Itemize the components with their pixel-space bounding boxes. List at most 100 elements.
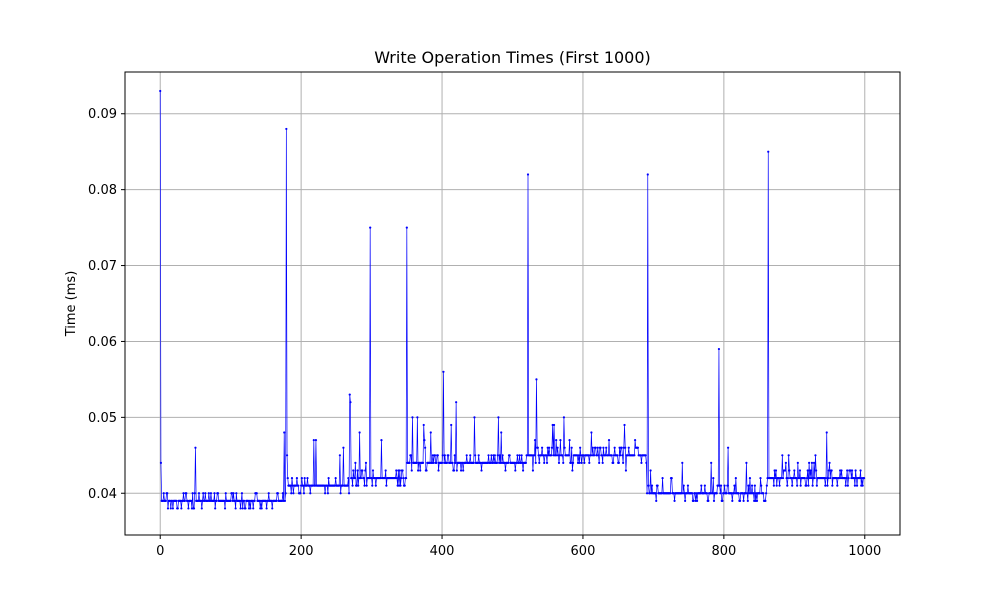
data-point (411, 416, 414, 419)
data-point (725, 492, 728, 495)
data-point (419, 469, 422, 472)
data-point (846, 484, 849, 487)
data-point (627, 446, 630, 449)
data-point (682, 484, 685, 487)
series-write-times (159, 89, 866, 510)
data-point (829, 476, 832, 480)
data-point (602, 446, 605, 449)
data-point (405, 226, 408, 229)
data-point (498, 454, 501, 457)
data-point (733, 484, 736, 487)
data-point (531, 469, 535, 472)
data-point (490, 454, 493, 457)
data-point (359, 476, 363, 480)
data-point (767, 150, 770, 153)
data-point (633, 454, 636, 457)
data-point (535, 378, 538, 381)
data-point (640, 461, 643, 464)
data-point (455, 469, 458, 472)
data-point (200, 507, 203, 510)
data-point (424, 446, 427, 449)
data-point (292, 492, 295, 495)
data-point (451, 461, 454, 464)
data-point (302, 492, 306, 495)
data-point (691, 492, 694, 495)
data-point (283, 431, 286, 434)
data-point (791, 484, 794, 487)
data-point (750, 484, 754, 487)
data-point (487, 454, 490, 457)
data-point (580, 461, 583, 464)
data-point (795, 476, 798, 480)
data-point (233, 499, 237, 502)
data-point (798, 469, 802, 472)
data-point (472, 461, 475, 464)
data-point (443, 454, 446, 457)
data-point (759, 476, 762, 480)
data-point (347, 476, 350, 480)
data-point (815, 469, 818, 472)
data-point (216, 492, 220, 495)
data-point (166, 492, 169, 495)
data-point (239, 507, 242, 510)
data-point (187, 507, 190, 510)
data-point (402, 476, 405, 480)
data-point (500, 431, 503, 434)
data-point (284, 492, 287, 495)
data-point (650, 484, 654, 487)
data-point (556, 446, 559, 449)
data-point (711, 492, 714, 495)
chart-title: Write Operation Times (First 1000) (374, 48, 651, 67)
data-point (607, 439, 611, 442)
data-point (844, 484, 847, 487)
data-point (644, 454, 647, 457)
data-point (563, 446, 566, 449)
x-tick-label: 800 (711, 544, 736, 559)
y-tick-label: 0.04 (88, 487, 117, 502)
data-point (781, 454, 784, 457)
data-point (597, 454, 600, 457)
data-point (753, 484, 756, 487)
data-point (845, 476, 848, 480)
data-point (450, 423, 453, 427)
data-point (162, 492, 165, 495)
data-point (645, 461, 648, 464)
data-point (518, 454, 521, 457)
data-point (775, 484, 778, 487)
data-point (855, 484, 859, 487)
data-point (616, 454, 619, 457)
data-point (737, 492, 740, 495)
data-point (207, 492, 210, 495)
data-point (415, 461, 418, 464)
data-point (441, 454, 444, 457)
data-point (180, 507, 183, 510)
data-point (559, 439, 562, 442)
data-point (681, 461, 684, 464)
data-point (661, 476, 664, 480)
data-point (398, 469, 401, 472)
data-point (192, 507, 196, 510)
data-point (827, 469, 830, 472)
data-point (859, 469, 862, 472)
data-point (352, 469, 355, 472)
data-point (601, 461, 604, 464)
data-point (440, 461, 444, 464)
grid (125, 72, 900, 535)
data-point (723, 484, 726, 487)
data-point (806, 469, 809, 472)
data-point (285, 127, 288, 131)
data-point (495, 461, 499, 464)
data-point (781, 476, 785, 480)
data-point (579, 446, 582, 449)
data-point (295, 476, 299, 480)
data-point (516, 454, 519, 457)
data-point (314, 439, 318, 442)
data-point (721, 499, 724, 502)
data-point (253, 499, 256, 502)
data-point (252, 507, 255, 510)
data-point (599, 446, 602, 449)
data-point (303, 476, 306, 480)
x-tick-label: 0 (156, 544, 164, 559)
plot-frame (124, 71, 901, 536)
data-point (202, 492, 205, 495)
